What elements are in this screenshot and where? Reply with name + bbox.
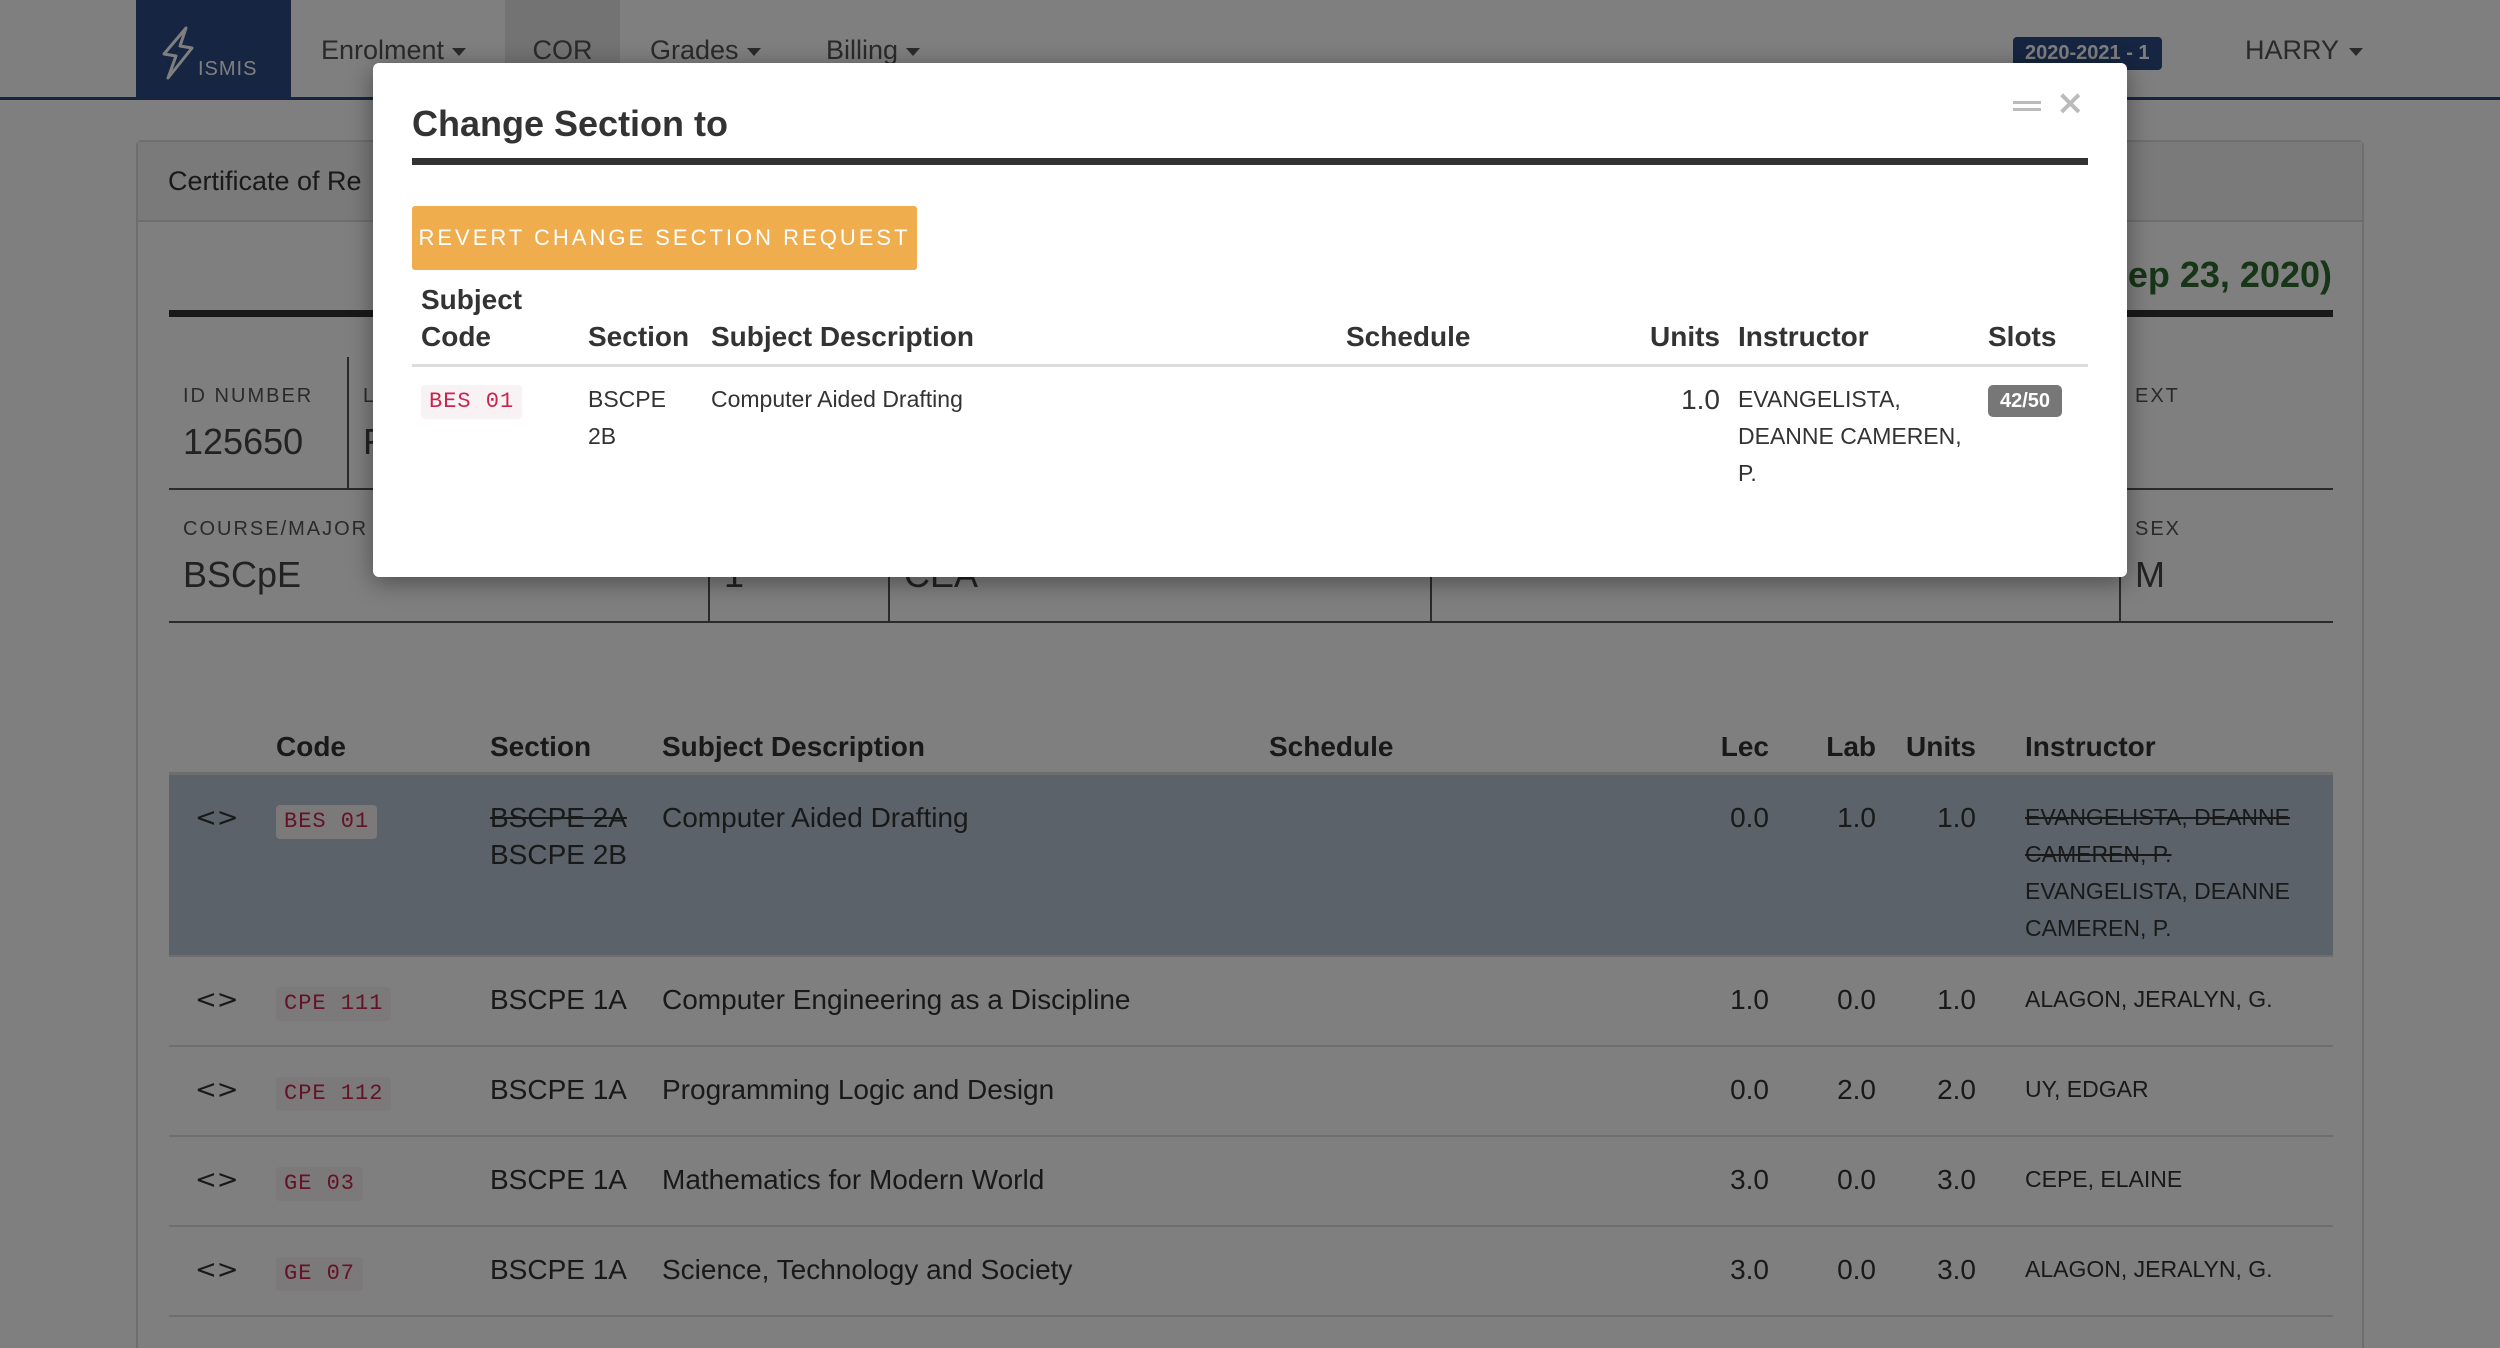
modal-instructor: EVANGELISTA, DEANNE CAMEREN, P.: [1738, 386, 1962, 486]
modal-col-section: Section: [588, 321, 690, 352]
change-section-modal: Change Section to × REVERT CHANGE SECTIO…: [373, 63, 2127, 577]
slots-badge: 42/50: [1988, 385, 2063, 417]
modal-title: Change Section to: [412, 103, 729, 144]
modal-col-schedule: Schedule: [1346, 321, 1471, 352]
modal-subject-code: BES 01: [421, 381, 523, 419]
modal-description: Computer Aided Drafting: [711, 386, 963, 412]
modal-col-description: Subject Description: [711, 321, 974, 352]
modal-divider: [412, 158, 2088, 165]
modal-col-instructor: Instructor: [1738, 321, 1869, 352]
modal-slots: 42/50: [1988, 381, 2063, 418]
modal-col-units: Units: [1650, 321, 1720, 352]
code-tag: BES 01: [421, 385, 523, 419]
close-icon[interactable]: ×: [2056, 83, 2085, 123]
minimize-icon[interactable]: [2013, 97, 2041, 111]
modal-col-slots: Slots: [1988, 321, 2057, 352]
modal-section: BSCPE 2B: [588, 386, 666, 449]
revert-change-section-button[interactable]: REVERT CHANGE SECTION REQUEST: [412, 206, 917, 270]
modal-table-rule: [412, 364, 2088, 367]
modal-col-code: Subject Code: [421, 284, 523, 352]
modal-units: 1.0: [1681, 384, 1720, 415]
